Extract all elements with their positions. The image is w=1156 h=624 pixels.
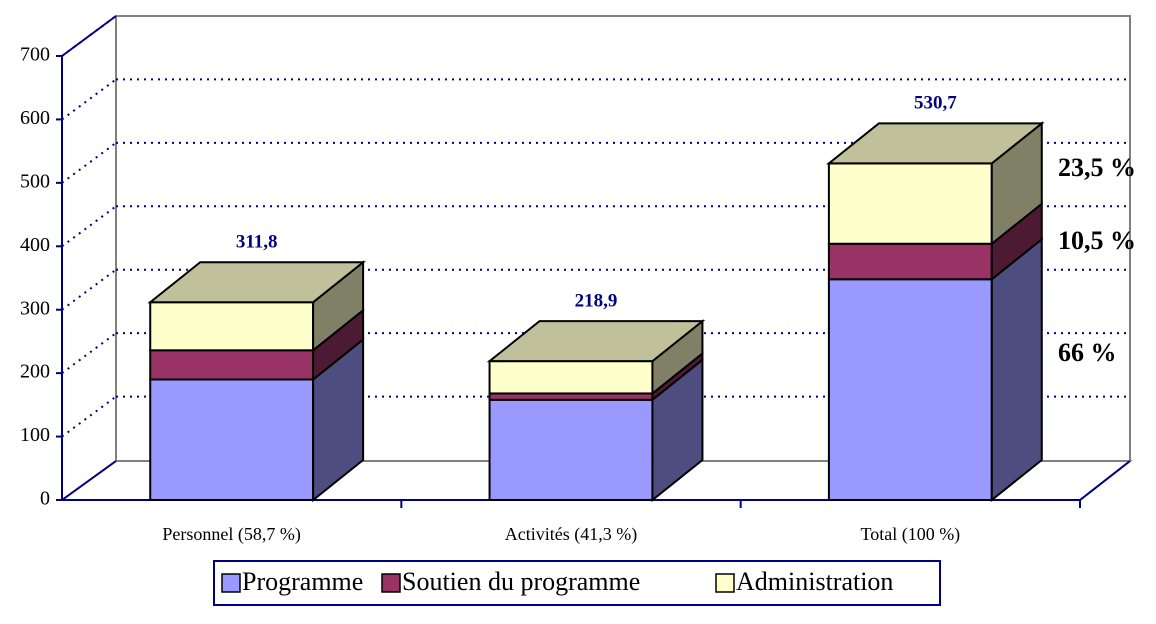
x-tick-label: Personnel (58,7 %) <box>162 524 300 545</box>
legend-label: Programme <box>242 567 363 596</box>
total-label: 218,9 <box>575 291 618 312</box>
y-tick-label: 200 <box>20 361 50 383</box>
x-tick-label: Total (100 %) <box>860 524 960 545</box>
total-label: 530,7 <box>914 93 957 114</box>
y-tick-label: 500 <box>20 170 50 192</box>
y-tick-label: 600 <box>20 107 50 129</box>
grid-line <box>61 15 117 57</box>
y-tick-label: 400 <box>20 234 50 256</box>
grid-line <box>61 205 117 248</box>
bar-segment <box>827 278 993 502</box>
legend-swatch <box>381 573 401 593</box>
grid-line <box>61 78 117 121</box>
bar-top <box>826 122 1045 165</box>
bar-segment <box>827 242 993 281</box>
bar-segment <box>149 349 315 381</box>
legend <box>213 560 941 606</box>
total-label: 311,8 <box>236 232 278 253</box>
bar-side <box>990 237 1043 503</box>
legend-swatch <box>715 573 735 593</box>
bar-top <box>486 320 706 363</box>
percent-label: 10,5 % <box>1058 226 1136 255</box>
y-tick-label: 700 <box>20 44 50 66</box>
back-wall <box>115 15 1131 461</box>
bar-segment <box>149 378 315 501</box>
y-tick-label: 0 <box>40 488 50 510</box>
y-tick-label: 300 <box>20 297 50 319</box>
legend-label: Administration <box>736 567 893 596</box>
grid-line <box>61 268 117 311</box>
bar-top <box>147 261 366 304</box>
bar-segment <box>488 360 654 395</box>
bar-segment <box>149 301 315 352</box>
grid-line <box>61 332 117 374</box>
legend-swatch <box>221 573 241 593</box>
grid-line <box>61 142 117 184</box>
floor-edge <box>1079 460 1131 501</box>
percent-label: 23,5 % <box>1058 153 1136 182</box>
grid-line <box>61 395 117 438</box>
percent-label: 66 % <box>1058 338 1117 367</box>
y-axis-foot <box>61 460 117 501</box>
bar-segment <box>488 398 654 502</box>
x-tick-label: Activités (41,3 %) <box>505 524 637 545</box>
y-tick-label: 100 <box>20 424 50 446</box>
legend-label: Soutien du programme <box>402 567 640 596</box>
bar-segment <box>827 162 993 245</box>
